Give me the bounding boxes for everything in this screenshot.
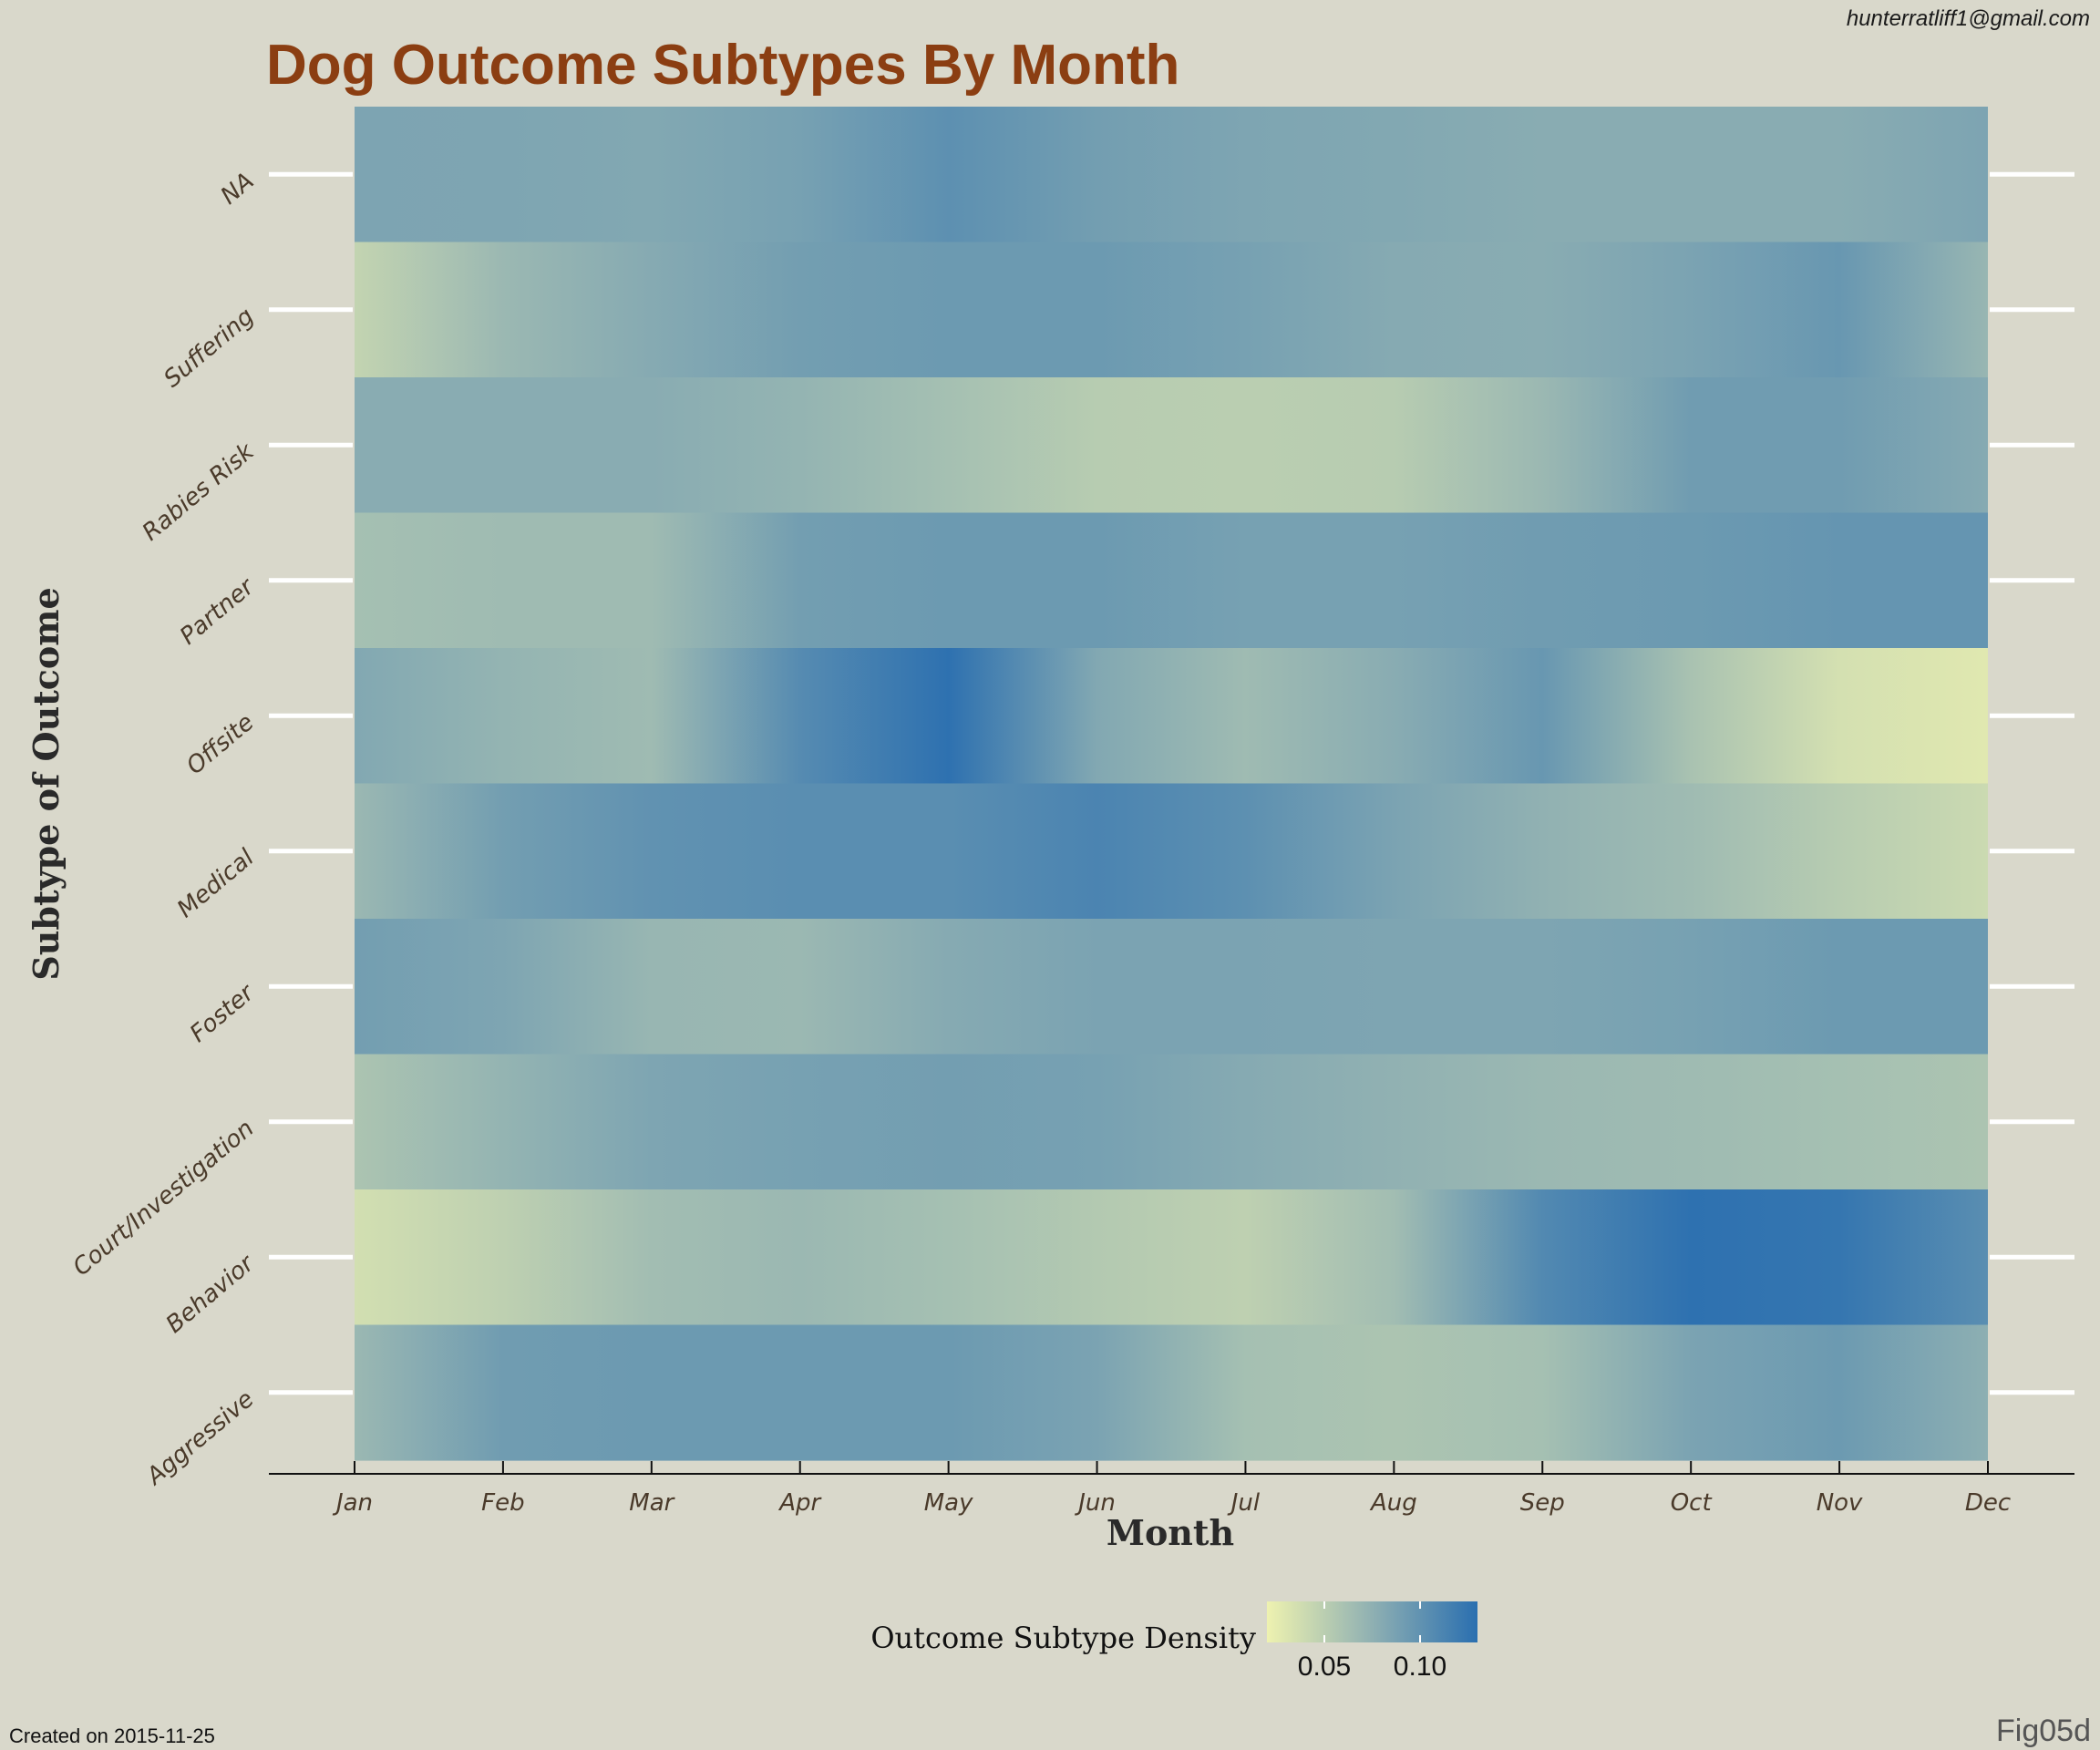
y-tick-label: NA xyxy=(216,168,260,211)
x-tick-label: Nov xyxy=(1817,1489,1863,1517)
heatmap-row-suffering xyxy=(355,242,1988,378)
legend-colorbar xyxy=(1267,1601,1477,1642)
legend-tick-label: 0.10 xyxy=(1394,1652,1446,1682)
legend-tick-label: 0.05 xyxy=(1298,1652,1351,1682)
legend-title: Outcome Subtype Density xyxy=(870,1621,1256,1655)
heatmap-row-aggressive xyxy=(355,1324,1988,1461)
figure-id: Fig05d xyxy=(1996,1714,2091,1748)
y-tick-label: Behavior xyxy=(161,1249,261,1339)
x-tick-marks xyxy=(354,1461,1989,1474)
heatmap-row-offsite xyxy=(355,648,1988,785)
x-tick-label: Aug xyxy=(1369,1489,1417,1517)
y-tick-label: Foster xyxy=(185,978,261,1048)
heatmap-row-foster xyxy=(355,919,1988,1055)
x-tick-labels: Jan Feb Mar Apr May Jun Jul Aug Sep Oct Nov Dec xyxy=(332,1489,2011,1517)
y-tick-label: Court/Investigation xyxy=(68,1115,260,1282)
x-tick-label: May xyxy=(924,1489,973,1517)
x-tick-label: Jun xyxy=(1074,1489,1116,1517)
y-tick-labels: NA Suffering Rabies Risk Partner Offsite Medi… xyxy=(68,168,262,1492)
y-tick-label: Offsite xyxy=(181,709,259,780)
x-tick-label: Jan xyxy=(332,1489,373,1517)
heatmap-row-na xyxy=(355,107,1988,243)
heatmap-row-rabies-risk xyxy=(355,377,1988,514)
legend-ticks: 0.05 0.10 xyxy=(1298,1601,1446,1682)
x-tick-label: Jul xyxy=(1227,1489,1261,1517)
x-tick-label: Oct xyxy=(1671,1489,1713,1517)
y-tick-label: Rabies Risk xyxy=(138,438,260,547)
y-tick-label: Medical xyxy=(172,844,260,924)
created-date: Created on 2015-11-25 xyxy=(9,1724,215,1747)
x-axis-title: Month xyxy=(1107,1512,1234,1553)
heatmap-row-medical xyxy=(355,783,1988,920)
y-axis-title: Subtype of Outcome xyxy=(26,587,67,980)
x-tick-label: Mar xyxy=(629,1489,675,1517)
author-email: hunterratliff1@gmail.com xyxy=(1847,6,2090,31)
color-legend: Outcome Subtype Density 0.05 0.10 xyxy=(870,1601,1477,1682)
heatmap-row-court-investigation xyxy=(355,1054,1988,1190)
x-tick-label: Feb xyxy=(481,1489,524,1517)
heatmap-row-behavior xyxy=(355,1189,1988,1326)
heatmap-rows xyxy=(355,107,1988,1461)
x-tick-label: Sep xyxy=(1520,1489,1565,1517)
y-tick-label: Partner xyxy=(175,572,261,651)
y-tick-marks xyxy=(269,171,2074,1395)
y-tick-label: Suffering xyxy=(159,303,259,393)
chart-title: Dog Outcome Subtypes By Month xyxy=(266,34,1179,97)
x-tick-label: Apr xyxy=(777,1489,822,1517)
x-tick-label: Dec xyxy=(1965,1489,2011,1517)
heatmap-row-partner xyxy=(355,512,1988,649)
y-tick-label: Aggressive xyxy=(140,1385,260,1491)
